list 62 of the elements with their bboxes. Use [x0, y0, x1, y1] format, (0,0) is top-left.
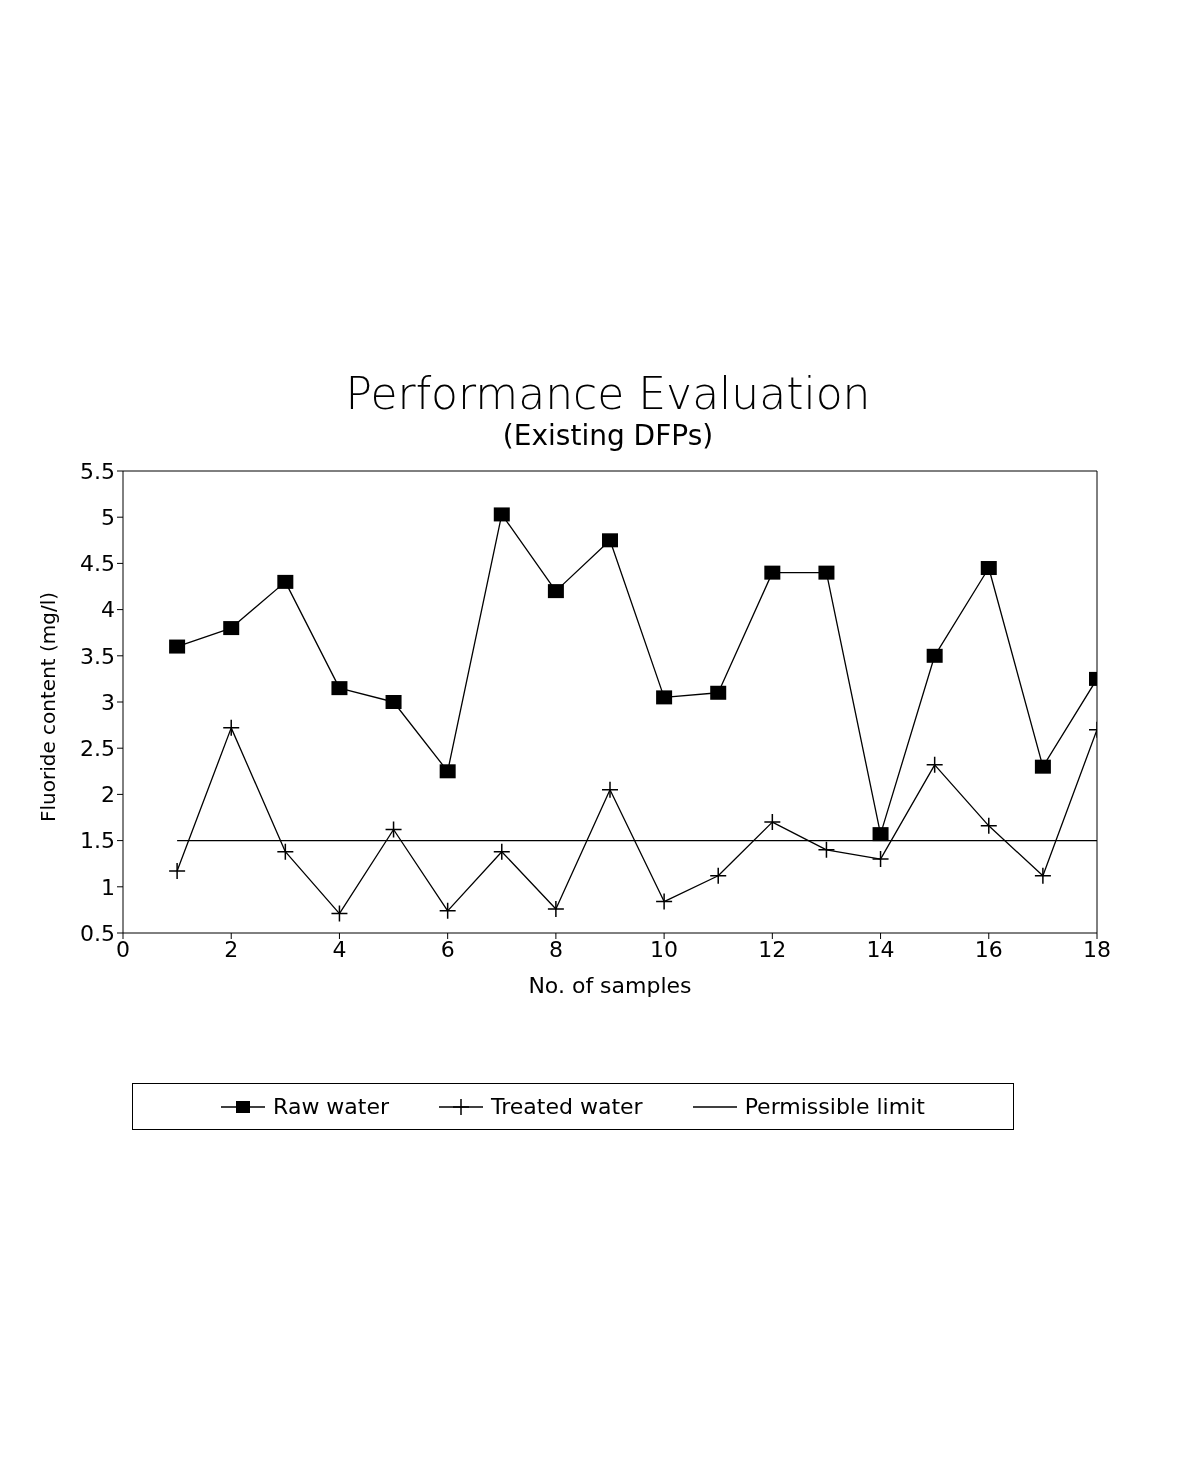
- x-tick-label: 8: [548, 936, 563, 962]
- y-tick-label: 5.5: [80, 458, 115, 484]
- y-tick-label: 2: [101, 782, 115, 808]
- y-tick-label: 4.5: [80, 551, 115, 577]
- point: [547, 584, 564, 599]
- point: [818, 565, 835, 580]
- x-tick-label: 4: [332, 936, 347, 962]
- point: [438, 902, 457, 920]
- y-tick-label: 5: [101, 505, 115, 531]
- y-tick-label: 4: [101, 597, 115, 623]
- point: [655, 892, 673, 911]
- y-tick-label: 0.5: [80, 920, 115, 946]
- point: [710, 685, 727, 700]
- point: [925, 756, 944, 774]
- x-tick-label: 12: [758, 936, 787, 962]
- point: [439, 764, 456, 779]
- point: [763, 813, 782, 831]
- point: [223, 621, 240, 636]
- y-tick-label: 3: [101, 689, 115, 715]
- y-axis-title: Fluoride content (mg/l): [36, 591, 61, 822]
- point: [871, 850, 890, 868]
- chart-subtitle: (Existing DFPs): [501, 419, 715, 452]
- chart-title: Performance Evaluation: [344, 368, 872, 419]
- point: [384, 820, 403, 839]
- x-tick-label: 10: [650, 936, 679, 962]
- y-tick-label: 3.5: [80, 643, 115, 669]
- point: [385, 695, 402, 709]
- point: [980, 817, 998, 835]
- legend-label: Treated water: [491, 1094, 643, 1119]
- point: [1034, 866, 1052, 885]
- point: [277, 574, 294, 589]
- x-tick-label: 2: [224, 936, 239, 962]
- point: [709, 866, 727, 885]
- y-tick-label: 1.5: [80, 828, 115, 854]
- x-tick-label: 6: [440, 936, 455, 962]
- point: [656, 690, 673, 705]
- point: [222, 719, 240, 737]
- point: [331, 681, 348, 696]
- point: [602, 533, 618, 548]
- point: [601, 781, 619, 799]
- point: [168, 862, 186, 880]
- point: [547, 900, 565, 918]
- point: [872, 827, 889, 842]
- x-tick-label: 14: [866, 936, 895, 962]
- point: [276, 842, 295, 861]
- point: [493, 842, 511, 861]
- point: [330, 904, 349, 923]
- legend-label: Raw water: [273, 1094, 390, 1119]
- y-tick-label: 1: [101, 874, 115, 900]
- x-tick-label: 0: [116, 936, 130, 962]
- x-axis-title: No. of samples: [528, 973, 692, 998]
- x-tick-label: 18: [1083, 936, 1111, 962]
- legend-label: Permissible limit: [744, 1094, 925, 1119]
- point: [764, 565, 781, 580]
- point: [169, 639, 186, 654]
- point: [493, 507, 510, 522]
- point: [980, 561, 997, 576]
- point: [817, 841, 836, 859]
- y-tick-label: 2.5: [80, 736, 115, 762]
- point: [926, 648, 943, 663]
- point: [1034, 759, 1051, 774]
- x-tick-label: 16: [974, 936, 1003, 962]
